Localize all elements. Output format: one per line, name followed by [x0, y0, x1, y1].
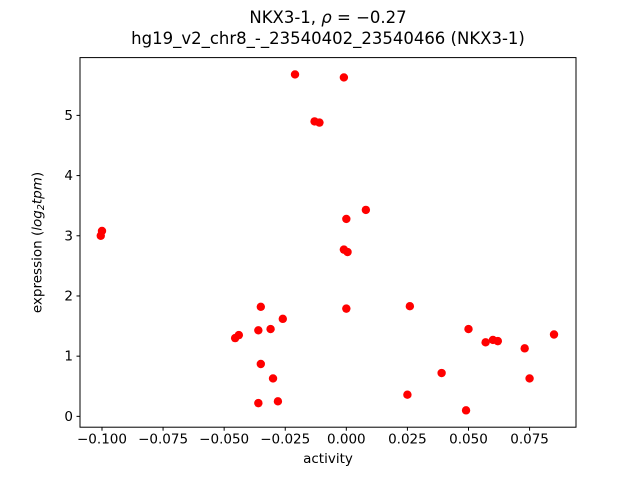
title-rho-value: = −0.27 [331, 8, 407, 27]
data-point [481, 338, 490, 347]
y-tick-label: 1 [64, 349, 73, 365]
data-point [254, 326, 263, 335]
data-point [405, 302, 415, 311]
data-point [403, 390, 412, 399]
x-tick-label: −0.050 [199, 432, 249, 448]
data-point [493, 336, 503, 346]
x-tick-label: 0.075 [510, 432, 549, 448]
data-point [268, 374, 278, 383]
data-point [266, 324, 275, 334]
data-point [520, 344, 529, 353]
data-point [278, 314, 287, 324]
data-point [342, 304, 351, 313]
y-tick-label: 5 [64, 108, 73, 124]
data-point [254, 398, 263, 408]
data-point [549, 330, 559, 339]
x-axis-label: activity [303, 451, 353, 467]
x-tick-label: −0.075 [138, 432, 188, 448]
data-point [437, 368, 446, 378]
axes-spines [79, 57, 577, 428]
title-gene-label: NKX3-1, [249, 8, 322, 27]
chart-title-line2: hg19_v2_chr8_-_23540402_23540466 (NKX3-1… [131, 29, 525, 48]
data-point [256, 302, 266, 312]
data-point [230, 333, 240, 343]
y-tick-label: 3 [64, 228, 73, 244]
data-point [461, 406, 471, 415]
data-point [315, 118, 324, 127]
title-rho-symbol: ρ [321, 8, 332, 27]
x-tick-label: 0.050 [449, 432, 488, 448]
data-point [343, 247, 352, 257]
y-tick-label: 2 [64, 288, 73, 304]
x-tick-label: −0.100 [77, 432, 127, 448]
x-tick-label: 0.025 [388, 432, 427, 448]
data-point [256, 359, 266, 369]
data-point [273, 397, 283, 406]
x-tick-label: −0.025 [260, 432, 310, 448]
chart-title: NKX3-1, ρ = −0.27 hg19_v2_chr8_-_2354040… [80, 7, 576, 49]
data-point [290, 70, 300, 79]
y-tick-label: 0 [64, 409, 73, 425]
data-point [96, 231, 105, 240]
data-point [339, 73, 349, 82]
chart-title-line1: NKX3-1, ρ = −0.27 [80, 7, 576, 28]
data-point [361, 205, 371, 215]
data-point [464, 324, 473, 334]
y-axis-label: expression (log2tpm) [29, 171, 47, 314]
x-tick-label: 0.000 [327, 432, 366, 448]
data-point [342, 214, 351, 224]
data-point [525, 374, 534, 383]
y-tick-label: 4 [64, 168, 73, 184]
